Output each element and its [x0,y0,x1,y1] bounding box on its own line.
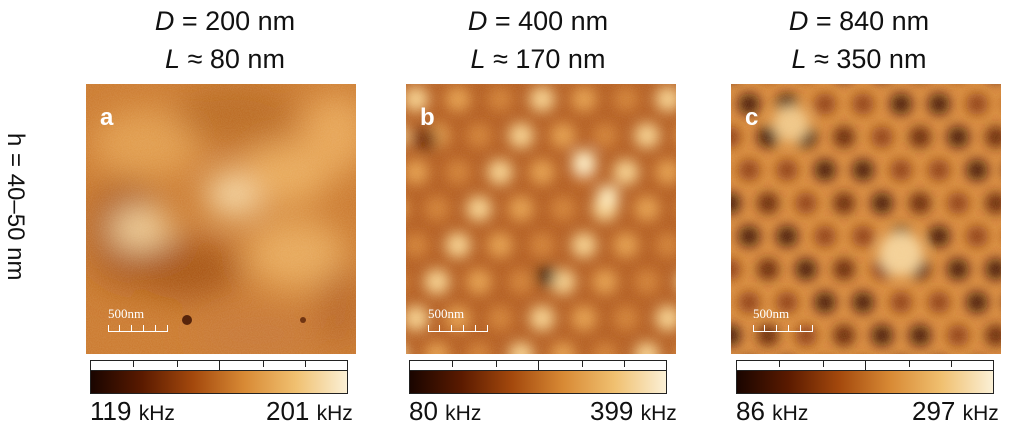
scale-bar-label-c: 500nm [753,306,790,321]
panel-label-a: a [100,104,114,131]
colorbar-min-a: 119 kHz [90,396,175,426]
panel-label-b: b [420,104,435,131]
colorbar-min-c: 86 kHz [736,396,809,426]
title-c-diameter: D = 840 nm [788,6,930,36]
colorbar-gradient-a [90,370,348,394]
colorbar-max-c: 297 kHz [912,396,999,426]
title-c-length: L ≈ 350 nm [791,44,927,74]
colorbar-min-b: 80 kHz [409,396,482,426]
title-b-diameter: D = 400 nm [467,6,609,36]
scale-bar-c: 500nm [753,306,813,332]
colorbar-gradient-b [409,370,667,394]
colorbar-a [90,360,348,394]
title-a-diameter: D = 200 nm [154,6,296,36]
afm-image-a: a 500nm [86,84,356,354]
title-b-length: L ≈ 170 nm [470,44,606,74]
colorbar-c [736,360,994,394]
scale-bar-a: 500nm [108,306,168,332]
afm-image-b: b 500nm [406,84,676,354]
title-a-length: L ≈ 80 nm [165,44,285,74]
scale-bar-label-a: 500nm [108,306,145,321]
row-label: h = 40–50 nm [2,133,29,281]
panel-label-c: c [745,104,759,131]
colorbar-gradient-c [736,370,994,394]
colorbar-max-a: 201 kHz [266,396,353,426]
scale-bar-b: 500nm [428,306,488,332]
afm-image-c: c 500nm [731,84,1001,354]
colorbar-max-b: 399 kHz [590,396,677,426]
scale-bar-label-b: 500nm [428,306,465,321]
colorbar-b [409,360,667,394]
